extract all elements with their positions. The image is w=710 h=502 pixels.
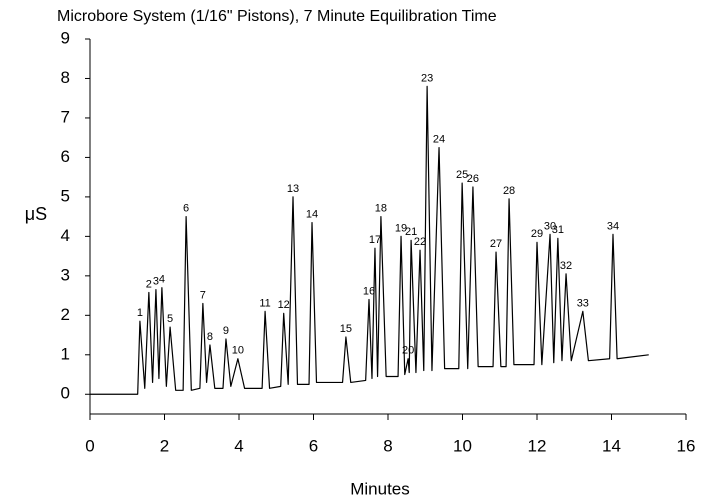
x-tick-label: 2 <box>160 436 169 455</box>
y-tick-label: 0 <box>61 384 70 403</box>
peak-label: 28 <box>503 185 515 197</box>
y-tick-label: 6 <box>61 147 70 166</box>
peak-label: 20 <box>402 345 414 357</box>
y-tick-label: 3 <box>61 265 70 284</box>
peak-label: 24 <box>433 133 445 145</box>
peak-label: 4 <box>159 274 165 286</box>
peak-label: 31 <box>552 224 564 236</box>
y-tick-label: 4 <box>61 226 70 245</box>
x-tick-label: 12 <box>528 436 547 455</box>
y-axis-label: μS <box>25 204 47 224</box>
trace <box>90 85 649 395</box>
peak-label: 26 <box>467 173 479 185</box>
x-tick-label: 14 <box>602 436 621 455</box>
peak-label: 13 <box>287 183 299 195</box>
peak-label: 3 <box>153 276 159 288</box>
peak-label: 16 <box>363 285 375 297</box>
y-tick-label: 1 <box>61 344 70 363</box>
x-tick-label: 8 <box>383 436 392 455</box>
peak-label: 19 <box>395 222 407 234</box>
peak-label: 14 <box>306 208 318 220</box>
peak-label: 23 <box>421 72 433 84</box>
y-tick-label: 5 <box>61 186 70 205</box>
peak-label: 22 <box>414 236 426 248</box>
peak-label: 25 <box>456 169 468 181</box>
x-tick-label: 10 <box>453 436 472 455</box>
peak-label: 15 <box>340 323 352 335</box>
peak-label: 32 <box>560 260 572 272</box>
chart-title: Microbore System (1/16" Pistons), 7 Minu… <box>57 8 497 25</box>
x-tick-label: 6 <box>309 436 318 455</box>
y-tick-label: 2 <box>61 305 70 324</box>
y-tick-label: 9 <box>61 28 70 47</box>
peak-label: 17 <box>369 234 381 246</box>
peak-label: 6 <box>183 203 189 215</box>
peak-label: 12 <box>278 299 290 311</box>
x-axis-label: Minutes <box>350 479 410 498</box>
peak-label: 2 <box>146 278 152 290</box>
peak-label: 7 <box>200 289 206 301</box>
peak-label: 27 <box>490 238 502 250</box>
peak-label: 33 <box>577 297 589 309</box>
peak-label: 1 <box>137 307 143 319</box>
peak-label: 9 <box>223 325 229 337</box>
peak-label: 8 <box>207 331 213 343</box>
y-tick-label: 8 <box>61 68 70 87</box>
peak-label: 21 <box>405 226 417 238</box>
peak-label: 10 <box>232 345 244 357</box>
peak-label: 29 <box>531 228 543 240</box>
peak-label: 18 <box>375 203 387 215</box>
peak-label: 30 <box>544 220 556 232</box>
x-tick-label: 16 <box>677 436 696 455</box>
x-tick-label: 4 <box>234 436 243 455</box>
y-tick-label: 7 <box>61 107 70 126</box>
peak-label: 11 <box>259 297 270 309</box>
peak-label: 5 <box>167 313 173 325</box>
x-tick-label: 0 <box>85 436 94 455</box>
peak-label: 34 <box>607 220 619 232</box>
